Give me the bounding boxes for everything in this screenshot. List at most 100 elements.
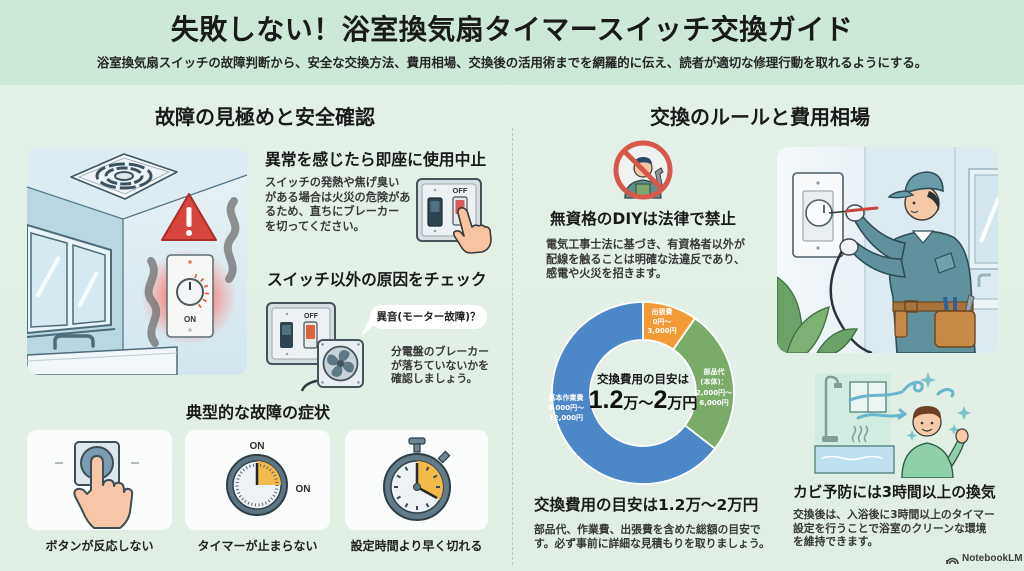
segment-label-line: 2,000円〜 xyxy=(695,388,733,397)
symptom-card-timer: ON ON xyxy=(185,430,330,530)
section-heading-rules-cost: 交換のルールと費用相場 xyxy=(650,105,870,129)
cost-donut-chart xyxy=(551,301,735,485)
section-heading-diagnosis: 故障の見極めと安全確認 xyxy=(155,105,375,129)
sparkle-icon xyxy=(906,372,971,441)
text-line: がある場合は火災の危険があ xyxy=(265,190,411,204)
smoke-icon xyxy=(144,197,240,347)
text-line: を維持できます。 xyxy=(793,535,879,548)
page-subtitle: 浴室換気扇スイッチの故障判断から、安全な交換方法、費用相場、交換後の活用術までを… xyxy=(96,55,928,70)
segment-label-line: 出張費 xyxy=(651,308,673,316)
mirror-icon xyxy=(968,168,998,270)
symptom-card-stopwatch xyxy=(345,430,488,530)
symptom-label: タイマーが止まらない xyxy=(197,539,318,553)
notebooklm-logo-icon xyxy=(946,557,959,564)
symptom-label: 設定時間より早く切れる xyxy=(350,539,483,553)
cost-min-unit: 万 xyxy=(623,394,639,412)
timer-on-label-right: ON xyxy=(296,484,311,495)
overheating-timer-switch: ON xyxy=(166,254,214,338)
text-line: す。必ず事前に詳細な見積もりを取りましょう。 xyxy=(534,536,770,550)
switch-on-label: ON xyxy=(184,315,196,324)
text-line: 配線を触ることは明確な法違反であり、 xyxy=(546,252,746,266)
notebooklm-branding: NotebookLM xyxy=(946,553,1023,564)
donut-label-parts: 部品代 (本体)： 2,000円〜 6,000円 xyxy=(692,367,736,408)
symptoms-heading: 典型的な故障の症状 xyxy=(185,403,330,422)
segment-label-line: 0円〜 xyxy=(652,317,672,326)
stop-use-text: スイッチの発熱や焦げ臭い がある場合は火災の危険があ るため、直ちにブレーカー … xyxy=(265,176,410,235)
cost-min-value: 1.2 xyxy=(588,386,624,414)
page-title: 失敗しない！浴室換気扇タイマースイッチ交換ガイド xyxy=(170,13,854,46)
bathroom-warning-svg: ON xyxy=(27,147,247,375)
segment-label-line: 6,000円 xyxy=(699,398,729,407)
ventilation-illustration xyxy=(812,368,987,479)
donut-label-travel: 出張費 0円〜 3,000円 xyxy=(640,308,684,337)
wall-timer-switch-icon xyxy=(792,172,844,258)
speech-bubble: 異音(モーター故障)？ xyxy=(370,305,487,329)
donut-label-labor: 基本作業費 8,000円〜 12,000円 xyxy=(543,393,589,423)
tool-pouch xyxy=(934,310,976,348)
segment-label-line: 3,000円 xyxy=(647,327,677,335)
symptom-label: ボタンが反応しない xyxy=(45,539,154,553)
cost-max-unit: 万円 xyxy=(667,394,698,412)
symptom-card-button xyxy=(27,430,172,530)
column-divider xyxy=(512,128,513,565)
text-line: 感電や火災を招きます。 xyxy=(546,267,667,280)
text-line: 電気工事士法に基づき、有資格者以外が xyxy=(546,238,745,251)
text-line: が落ちていないかを xyxy=(391,358,490,372)
stop-use-heading: 異常を感じたら即座に使用中止 xyxy=(265,150,487,169)
switch-off-icon: OFF xyxy=(413,175,497,259)
donut-center-hole xyxy=(591,341,695,445)
text-line: 交換後は、入浴後に3時間以上のタイマー xyxy=(793,508,995,521)
push-button-icon xyxy=(55,441,139,529)
segment-label-line: 基本作業費 xyxy=(548,394,584,402)
breaker-off-label: OFF xyxy=(304,313,319,320)
bathroom-warning-illustration: ON xyxy=(27,147,247,375)
text-line: 確認しましょう。 xyxy=(391,372,478,385)
donut-chart-svg xyxy=(551,301,735,485)
warning-triangle-icon xyxy=(161,193,217,241)
check-other-causes-heading: スイッチ以外の原因をチェック xyxy=(267,270,487,289)
donut-center-label: 交換費用の目安は xyxy=(597,372,689,386)
timer-icon: ON ON xyxy=(226,441,311,516)
air-flow-arrows-icon xyxy=(848,380,955,420)
cost-summary-heading: 交換費用の目安は1.2万〜2万円 xyxy=(534,496,759,514)
segment-label-line: 部品代 xyxy=(703,368,725,376)
stopwatch-icon xyxy=(383,437,451,521)
happy-person-icon xyxy=(901,406,969,479)
off-label: OFF xyxy=(453,186,468,195)
text-line: 部品代、作業費、出張費を含めた総額の目安で xyxy=(534,523,761,536)
text-line: スイッチの発熱や焦げ臭い xyxy=(265,176,400,189)
notebooklm-label: NotebookLM xyxy=(962,553,1023,564)
screwdriver-icon xyxy=(845,206,879,213)
no-diy-prohibited-icon xyxy=(611,138,675,202)
no-diy-heading: 無資格のDIYは法律で禁止 xyxy=(550,210,736,228)
ventilation-fan-icon xyxy=(317,339,364,388)
cost-summary-text: 部品代、作業費、出張費を含めた総額の目安で す。必ず事前に詳細な見積もりを取りま… xyxy=(534,523,770,550)
breaker-check-text: 分電盤のブレーカー が落ちていないかを 確認しましょう。 xyxy=(391,345,489,386)
no-diy-text: 電気工事士法に基づき、有資格者以外が 配線を触ることは明確な法違反であり、 感電… xyxy=(546,238,745,282)
electrician-illustration xyxy=(777,147,998,353)
text-line: 分電盤のブレーカー xyxy=(391,345,490,358)
header-band: 失敗しない！浴室換気扇タイマースイッチ交換ガイド 浴室換気扇スイッチの故障判断か… xyxy=(0,0,1024,85)
segment-label-line: 12,000円 xyxy=(548,414,583,422)
ventilation-heading: カビ予防には3時間以上の換気 xyxy=(793,484,996,501)
donut-center-value: 1.2万〜2万円 xyxy=(573,386,713,417)
text-line: るため、直ちにブレーカー xyxy=(265,205,400,219)
breaker-and-fan-icon: OFF xyxy=(265,300,365,392)
pointing-hand-icon xyxy=(452,207,492,254)
cable xyxy=(829,248,873,353)
bathtub-icon xyxy=(27,346,178,375)
bathroom-scene-icon xyxy=(814,373,895,474)
cost-separator: 〜 xyxy=(638,394,654,412)
window-icon xyxy=(27,223,116,338)
text-line: 設定を行うことで浴室のクリーンな環境 xyxy=(793,521,987,535)
text-line: を切ってください。 xyxy=(265,220,365,234)
ventilation-text: 交換後は、入浴後に3時間以上のタイマー 設定を行うことで浴室のクリーンな環境 を… xyxy=(793,508,995,549)
cost-max-value: 2 xyxy=(653,386,668,414)
plant-icon xyxy=(777,275,859,353)
electrician-figure xyxy=(828,171,976,353)
donut-segment-labor xyxy=(551,301,717,485)
segment-label-line: 8,000円〜 xyxy=(547,404,585,412)
faucet-icon xyxy=(53,334,95,350)
segment-label-line: (本体)： xyxy=(700,378,728,387)
